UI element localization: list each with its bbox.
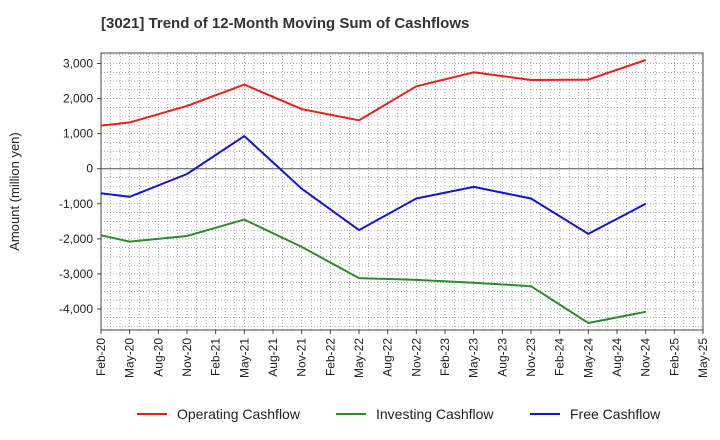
x-tick-label: Aug-23 xyxy=(495,338,509,377)
x-tick-label: Aug-20 xyxy=(151,338,165,377)
y-tick-label: -2,000 xyxy=(59,232,93,246)
legend-label-operating-cashflow: Operating Cashflow xyxy=(177,406,301,422)
x-tick-label: May-21 xyxy=(237,338,251,378)
x-tick-label: May-24 xyxy=(581,338,595,378)
x-tick-label: Feb-24 xyxy=(553,338,567,376)
x-axis-ticks: Feb-20 May-20 Aug-20 Nov-20 Feb-21 May-21 Aug-… xyxy=(94,330,710,378)
series xyxy=(100,59,647,324)
y-tick-label: -1,000 xyxy=(59,197,93,211)
x-tick-label: Nov-24 xyxy=(639,338,653,377)
x-tick-label: May-20 xyxy=(123,338,137,378)
x-tick-label: Feb-23 xyxy=(438,338,452,376)
x-tick-label: Aug-24 xyxy=(610,338,624,377)
y-tick-label: -4,000 xyxy=(59,302,93,316)
legend: Operating Cashflow Investing Cashflow Free… xyxy=(137,406,661,422)
x-tick-label: Nov-23 xyxy=(524,338,538,377)
x-tick-label: Feb-20 xyxy=(94,338,108,376)
series-line-operating-cashflow xyxy=(100,59,647,127)
x-tick-label: Nov-21 xyxy=(295,338,309,377)
x-tick-label: Aug-22 xyxy=(381,338,395,377)
series-line-investing-cashflow xyxy=(100,218,646,324)
x-tick-label: May-22 xyxy=(352,338,366,378)
legend-label-investing-cashflow: Investing Cashflow xyxy=(376,406,494,422)
x-tick-label: Feb-22 xyxy=(323,338,337,376)
x-tick-label: Feb-25 xyxy=(667,338,681,376)
y-tick-label: 2,000 xyxy=(63,92,93,106)
y-tick-label: -3,000 xyxy=(59,267,93,281)
x-tick-label: May-23 xyxy=(467,338,481,378)
y-axis-ticks: 3,000 2,000 1,000 0 -1,000 -2,000 -3,000 -4,000 xyxy=(59,57,101,316)
x-tick-label: Nov-22 xyxy=(409,338,423,377)
series-line-free-cashflow xyxy=(100,135,647,235)
x-tick-label: May-25 xyxy=(696,338,710,378)
legend-label-free-cashflow: Free Cashflow xyxy=(570,406,661,422)
y-axis-label: Amount (million yen) xyxy=(7,132,22,251)
plot-frame xyxy=(100,52,704,331)
chart-title: [3021] Trend of 12-Month Moving Sum of C… xyxy=(101,15,470,32)
x-tick-label: Aug-21 xyxy=(266,338,280,377)
y-tick-label: 1,000 xyxy=(63,127,93,141)
y-tick-label: 3,000 xyxy=(63,57,93,71)
x-tick-label: Feb-21 xyxy=(209,338,223,376)
y-tick-label: 0 xyxy=(86,162,93,176)
x-tick-label: Nov-20 xyxy=(180,338,194,377)
